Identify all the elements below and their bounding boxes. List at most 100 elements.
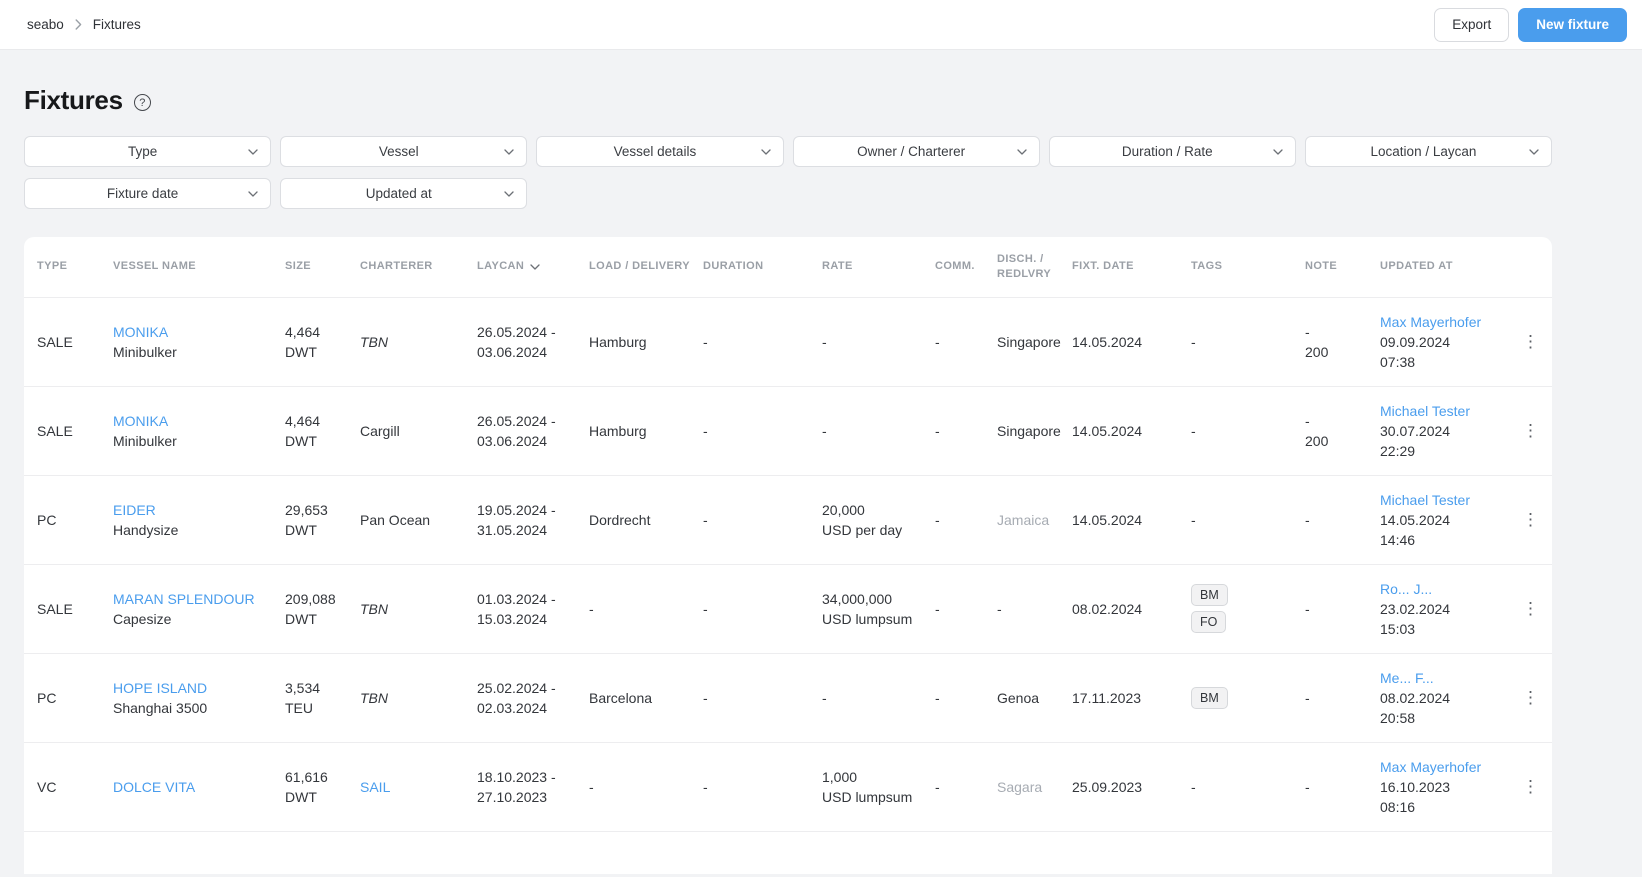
updated-time: 22:29 <box>1380 442 1416 459</box>
vessel-name-link[interactable]: MARAN SPLENDOUR <box>113 590 255 607</box>
vessel-class: Minibulker <box>113 343 177 360</box>
cell-duration: - <box>690 652 809 742</box>
filter-label: Type <box>127 144 158 159</box>
chevron-down-icon <box>1017 148 1027 155</box>
fixture-type: VC <box>37 778 57 795</box>
filter-vessel-details[interactable]: Vessel details <box>536 136 784 167</box>
vessel-class: Minibulker <box>113 432 177 449</box>
cell-vessel: MARAN SPLENDOUR Capesize <box>100 563 272 653</box>
export-button[interactable]: Export <box>1434 7 1510 42</box>
updated-by-link[interactable]: Michael Tester <box>1380 402 1471 419</box>
updated-by-link[interactable]: Max Mayerhofer <box>1380 758 1482 775</box>
column-header-comm[interactable]: Comm. <box>935 260 975 273</box>
vessel-name-link[interactable]: HOPE ISLAND <box>113 679 208 696</box>
breadcrumb-root[interactable]: seabo <box>27 17 64 32</box>
row-menu-button[interactable]: ⋮ <box>1516 507 1545 532</box>
column-header-updated-at[interactable]: Updated at <box>1380 260 1453 273</box>
updated-by-link[interactable]: Max Mayerhofer <box>1380 313 1482 330</box>
next-row-partial <box>24 831 1552 874</box>
cell-size: 3,534 TEU <box>272 652 347 742</box>
updated-date: 30.07.2024 <box>1380 422 1451 439</box>
column-header-type[interactable]: Type <box>37 260 68 273</box>
updated-date: 23.02.2024 <box>1380 600 1451 617</box>
vessel-name-link[interactable]: EIDER <box>113 501 156 518</box>
filter-updated-at[interactable]: Updated at <box>280 178 528 209</box>
cell-comm: - <box>922 385 984 475</box>
cell-updated-at: Max Mayerhofer 09.09.2024 07:38 <box>1367 296 1503 386</box>
filter-label: Location / Laycan <box>1370 144 1477 159</box>
vessel-name-link[interactable]: MONIKA <box>113 412 169 429</box>
cell-type: PC <box>24 652 100 742</box>
updated-date: 08.02.2024 <box>1380 689 1451 706</box>
charterer: TBN <box>360 689 388 706</box>
row-menu-button[interactable]: ⋮ <box>1516 418 1545 443</box>
breadcrumb-current[interactable]: Fixtures <box>92 17 141 32</box>
row-menu-button[interactable]: ⋮ <box>1516 329 1545 354</box>
filter-fixture-date[interactable]: Fixture date <box>24 178 272 209</box>
row-menu-button[interactable]: ⋮ <box>1516 774 1545 799</box>
column-header-load-delivery[interactable]: Load / Delivery <box>589 260 690 273</box>
cell-updated-at: Ro... J... 23.02.2024 15:03 <box>1367 563 1503 653</box>
fixture-type: SALE <box>37 422 73 439</box>
vessel-name-link[interactable]: DOLCE VITA <box>113 778 196 795</box>
cell-duration: - <box>690 563 809 653</box>
charterer-link[interactable]: SAIL <box>360 778 391 795</box>
column-header-disch-redlvry[interactable]: Disch. / Redlvry <box>997 252 1052 280</box>
cell-menu: ⋮ <box>1503 474 1552 564</box>
filter-owner-charterer[interactable]: Owner / Charterer <box>792 136 1040 167</box>
cell-load-delivery: Hamburg <box>576 296 690 386</box>
cell-laycan: 19.05.2024 - 31.05.2024 <box>464 474 576 564</box>
table-row: SALE MONIKA Minibulker 4,464 DWT Cargill 26.0… <box>24 385 1552 475</box>
updated-by-link[interactable]: Ro... J... <box>1380 580 1433 597</box>
column-header-charterer[interactable]: Charterer <box>360 260 433 273</box>
sort-chevron-down-icon <box>530 264 540 270</box>
cell-load-delivery: Hamburg <box>576 385 690 475</box>
cell-updated-at: Max Mayerhofer 16.10.2023 08:16 <box>1367 741 1503 831</box>
vessel-name-link[interactable]: MONIKA <box>113 323 169 340</box>
column-header-size[interactable]: Size <box>285 260 312 273</box>
cell-disch-redlvry: Jamaica <box>984 474 1059 564</box>
cell-laycan: 26.05.2024 - 03.06.2024 <box>464 385 576 475</box>
filter-vessel[interactable]: Vessel <box>280 136 528 167</box>
help-icon[interactable]: ? <box>133 94 151 111</box>
filter-label: Vessel details <box>613 144 697 159</box>
updated-time: 14:46 <box>1380 531 1416 548</box>
filter-type[interactable]: Type <box>24 136 272 167</box>
chevron-down-icon <box>504 148 514 155</box>
updated-time: 07:38 <box>1380 353 1416 370</box>
cell-comm: - <box>922 563 984 653</box>
new-fixture-button[interactable]: New fixture <box>1518 7 1627 42</box>
chevron-down-icon <box>1529 148 1539 155</box>
cell-comm: - <box>922 652 984 742</box>
filter-location-laycan[interactable]: Location / Laycan <box>1304 136 1553 167</box>
updated-time: 15:03 <box>1380 620 1416 637</box>
table-row: VC DOLCE VITA 61,616 DWT SAIL 18.10.2023 - 2… <box>24 741 1552 831</box>
column-header-duration[interactable]: Duration <box>703 260 764 273</box>
table-row: SALE MARAN SPLENDOUR Capesize 209,088 DWT TB… <box>24 563 1552 653</box>
page-header: Fixtures ? <box>24 85 1552 116</box>
column-header-fixt-date[interactable]: Fixt. date <box>1072 260 1134 273</box>
column-header-vessel-name[interactable]: Vessel name <box>113 260 197 273</box>
chevron-down-icon <box>248 148 258 155</box>
cell-vessel: MONIKA Minibulker <box>100 296 272 386</box>
cell-duration: - <box>690 296 809 386</box>
cell-note: - <box>1292 652 1367 742</box>
row-menu-button[interactable]: ⋮ <box>1516 685 1545 710</box>
column-header-laycan[interactable]: Laycan <box>464 237 576 297</box>
column-header-menu[interactable] <box>1503 237 1552 297</box>
cell-fixt-date: 17.11.2023 <box>1059 652 1178 742</box>
column-header-tags[interactable]: Tags <box>1191 260 1223 273</box>
updated-by-link[interactable]: Michael Tester <box>1380 491 1471 508</box>
cell-laycan: 25.02.2024 - 02.03.2024 <box>464 652 576 742</box>
updated-by-link[interactable]: Me... F... <box>1380 669 1434 686</box>
filter-duration-rate[interactable]: Duration / Rate <box>1048 136 1296 167</box>
column-header-note[interactable]: Note <box>1305 260 1338 273</box>
chevron-down-icon <box>504 190 514 197</box>
cell-tags: - <box>1178 296 1292 386</box>
cell-size: 29,653 DWT <box>272 474 347 564</box>
cell-type: VC <box>24 741 100 831</box>
row-menu-button[interactable]: ⋮ <box>1516 596 1545 621</box>
column-header-rate[interactable]: Rate <box>822 260 853 273</box>
cell-note: - <box>1292 563 1367 653</box>
cell-duration: - <box>690 385 809 475</box>
